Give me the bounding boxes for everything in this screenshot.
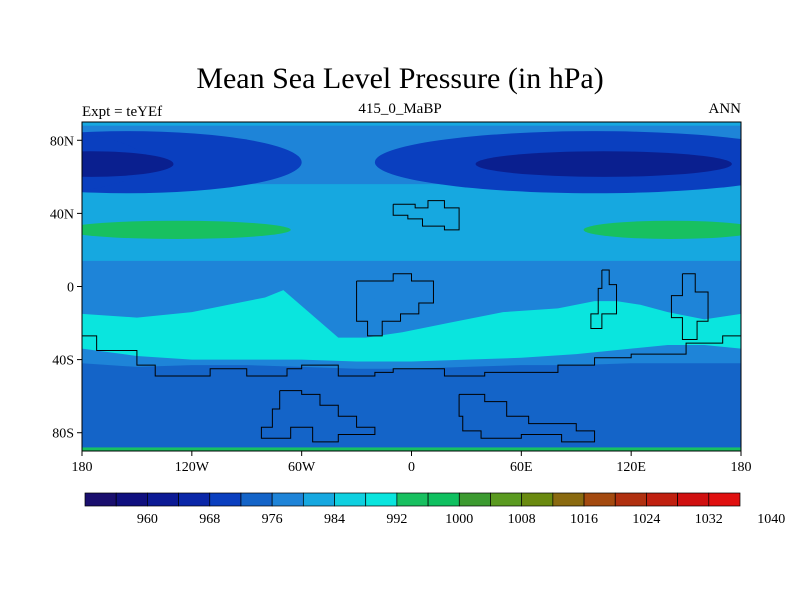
- x-tick-label: 180: [731, 460, 752, 475]
- coast-equatorial-continent-north: [356, 273, 434, 337]
- north-high-west: [82, 220, 291, 239]
- colorbar-swatch: [115, 492, 148, 507]
- coast-eastern-island-chain: [590, 269, 618, 330]
- colorbar-label: 1032: [695, 512, 723, 527]
- colorbar-label: 1016: [570, 512, 598, 527]
- colorbar-swatch: [427, 492, 460, 507]
- colorbar-swatch: [521, 492, 554, 507]
- y-axis: 80N 40N 0 40S 80S: [50, 134, 82, 442]
- map-title: Mean Sea Level Pressure (in hPa): [196, 62, 604, 95]
- y-tick-label: 80S: [52, 427, 74, 442]
- colorbar-swatch: [708, 492, 741, 507]
- x-tick-label: 120E: [616, 460, 646, 475]
- colorbar-swatch: [458, 492, 491, 507]
- colorbar-label: 976: [262, 512, 283, 527]
- y-tick-label: 40S: [52, 354, 74, 369]
- colorbar-swatch: [396, 492, 429, 507]
- colorbar-swatch: [646, 492, 678, 507]
- colorbar-swatch: [302, 492, 335, 507]
- colorbar-label: 1008: [508, 512, 536, 527]
- north-polar-strip: [82, 122, 741, 126]
- coast-northern-small-continent: [392, 200, 460, 231]
- pressure-field: [82, 122, 741, 451]
- colorbar-swatch: [677, 492, 710, 507]
- colorbar-swatch: [490, 492, 523, 507]
- north-high-east: [583, 220, 741, 239]
- coastlines: [82, 200, 741, 443]
- colorbar-swatch: [240, 492, 273, 507]
- colorbar-label: 1000: [445, 512, 473, 527]
- colorbar-label: 984: [324, 512, 345, 527]
- colorbar-swatch: [84, 492, 117, 507]
- colorbar-swatch: [583, 492, 616, 507]
- coast-far-east-landmass: [670, 273, 709, 341]
- experiment-label: Expt = teYEf: [82, 104, 163, 120]
- north-low-core-west: [82, 151, 174, 177]
- colorbar-swatch: [552, 492, 585, 507]
- south-polar-strip: [82, 447, 741, 451]
- coast-southern-polar-continent: [260, 390, 376, 443]
- x-tick-label: 60E: [510, 460, 533, 475]
- x-axis: 180 120W 60W 0 60E 120E 180: [72, 451, 752, 475]
- y-tick-label: 40N: [50, 207, 74, 222]
- colorbar-swatch: [209, 492, 242, 507]
- colorbar-swatch: [147, 492, 179, 507]
- season-label: ANN: [708, 101, 742, 117]
- colorbar-swatch: [365, 492, 398, 507]
- x-tick-label: 60W: [288, 460, 316, 475]
- coast-southern-antarctic-east: [458, 393, 596, 443]
- colorbar-label: 960: [137, 512, 158, 527]
- south-high-belt: [82, 290, 741, 362]
- north-low-core-east: [475, 151, 732, 177]
- north-trough-west: [82, 131, 302, 194]
- colorbar-swatch: [334, 492, 367, 507]
- colorbar: 960 968 976 984 992 1000 1008 1016 1024 1032 1040: [84, 492, 785, 527]
- colorbar-swatch: [614, 492, 647, 507]
- monsoon-low-east: [675, 301, 705, 316]
- colorbar-label: 968: [199, 512, 220, 527]
- colorbar-label: 1024: [632, 512, 660, 527]
- x-tick-label: 120W: [175, 460, 210, 475]
- y-tick-label: 80N: [50, 134, 74, 149]
- coast-western-southern-coast: [82, 335, 741, 377]
- colorbar-label: 1040: [757, 512, 785, 527]
- x-tick-label: 180: [72, 460, 93, 475]
- colorbar-swatch: [178, 492, 211, 507]
- time-label: 415_0_MaBP: [358, 101, 442, 117]
- monsoon-low-west: [360, 297, 405, 327]
- colorbar-label: 992: [386, 512, 407, 527]
- x-tick-label: 0: [408, 460, 415, 475]
- y-tick-label: 0: [67, 281, 74, 296]
- colorbar-swatch: [271, 492, 304, 507]
